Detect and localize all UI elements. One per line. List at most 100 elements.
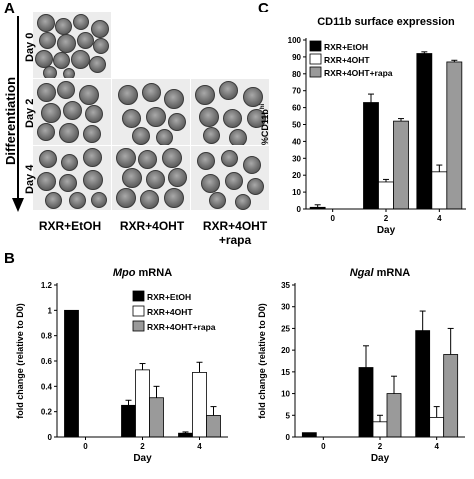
x-tick-label: 0 [321, 442, 326, 451]
y-tick-label: 35 [281, 281, 290, 290]
micrograph-day0-empty-1 [112, 12, 190, 78]
y-tick-label: 15 [281, 368, 290, 377]
chart-cd11b: CD11b surface expression0102030405060708… [260, 16, 466, 236]
cell-image [243, 156, 261, 174]
x-tick-label: 2 [378, 442, 383, 451]
y-tick-label: 25 [281, 324, 290, 333]
legend-label: RXR+EtOH [324, 42, 368, 52]
bar [431, 171, 448, 210]
cell-image [164, 188, 184, 208]
bar [64, 309, 79, 438]
y-tick-label: 0.2 [41, 408, 53, 417]
column-label-4oht-rapa: RXR+4OHT +rapa [202, 219, 268, 247]
panel-letter-a: A [4, 0, 15, 17]
row-label-day2: Day 2 [24, 98, 36, 128]
bar [386, 393, 402, 438]
cell-image [122, 109, 141, 128]
cell-image [83, 170, 103, 190]
x-tick-label: 0 [330, 214, 335, 223]
y-tick-label: 30 [281, 303, 290, 312]
y-tick-label: 0 [286, 433, 291, 442]
bar [416, 53, 433, 210]
cell-image [225, 172, 243, 190]
cell-image [59, 123, 79, 143]
cell-image [146, 170, 165, 189]
bar [121, 404, 136, 438]
cell-image [57, 81, 75, 99]
cell-image [91, 192, 107, 208]
cell-image [37, 123, 55, 141]
cell-image [93, 38, 109, 54]
bar [443, 354, 459, 438]
cell-image [197, 152, 215, 170]
cell-image [140, 190, 159, 209]
y-tick-label: 0.8 [41, 332, 53, 341]
cell-image [162, 148, 182, 168]
micrograph-grid [33, 12, 269, 210]
cell-image [39, 32, 56, 49]
legend-label: RXR+4OHT [324, 55, 370, 65]
chart-title: CD11b surface expression [317, 16, 455, 28]
cell-image [77, 32, 94, 49]
micrograph-day0-empty-2 [191, 12, 269, 78]
cell-image [73, 14, 89, 30]
x-tick-label: 4 [437, 214, 442, 223]
cell-image [229, 129, 247, 145]
y-axis-label-text: fold change (relative to D0) [15, 303, 25, 419]
cell-image [43, 66, 57, 78]
legend-swatch [309, 40, 322, 52]
chart-title-gene: Ngal [350, 267, 375, 279]
y-axis-label-superscript: hi [260, 103, 266, 109]
cell-image [57, 34, 76, 53]
micrograph-day0-etoh [33, 12, 111, 78]
micrograph-day2-4oht [112, 79, 190, 145]
cell-image [209, 192, 226, 209]
bar [429, 417, 445, 438]
cell-image [55, 18, 72, 35]
x-tick-label: 4 [197, 442, 202, 451]
x-axis-label: Day [377, 225, 396, 236]
cell-image [83, 148, 102, 167]
y-axis-label: fold change (relative to D0) [15, 303, 25, 419]
legend-label: RXR+4OHT+rapa [147, 322, 216, 332]
cell-image [168, 168, 187, 187]
panel-letter-c: C [258, 0, 269, 17]
cell-image [61, 154, 78, 171]
cell-image [146, 107, 166, 127]
chart-title: Mpo mRNA [113, 267, 172, 279]
cell-image [116, 188, 136, 208]
cell-image [138, 150, 157, 169]
cell-image [203, 127, 220, 144]
y-tick-label: 0 [48, 433, 53, 442]
cell-image [79, 85, 99, 105]
cell-image [39, 150, 57, 168]
cell-image [91, 20, 109, 38]
bar [358, 367, 374, 438]
y-tick-label: 0.6 [41, 357, 53, 366]
chart-title-suffix: mRNA [374, 267, 411, 279]
y-tick-label: 20 [281, 346, 290, 355]
bar [446, 61, 463, 210]
column-label-4oht: RXR+4OHT [119, 219, 185, 233]
y-axis-label-text: %CD11b [260, 109, 270, 146]
y-tick-label: 0.4 [41, 382, 53, 391]
chart-title-gene: Mpo [113, 267, 136, 279]
bar [192, 372, 207, 438]
bar [206, 415, 221, 438]
cell-image [221, 150, 238, 167]
y-tick-label: 60 [292, 104, 301, 113]
cell-image [53, 52, 70, 69]
legend-label: RXR+EtOH [147, 292, 191, 302]
cell-image [63, 101, 82, 120]
y-tick-label: 30 [292, 154, 301, 163]
legend-swatch [132, 290, 145, 302]
micrograph-day2-rapa [191, 79, 269, 145]
y-tick-label: 70 [292, 87, 301, 96]
cell-image [118, 85, 138, 105]
cell-image [122, 168, 142, 188]
cell-image [85, 105, 103, 123]
legend-swatch [309, 66, 322, 78]
x-tick-label: 2 [140, 442, 145, 451]
bar [178, 432, 193, 438]
